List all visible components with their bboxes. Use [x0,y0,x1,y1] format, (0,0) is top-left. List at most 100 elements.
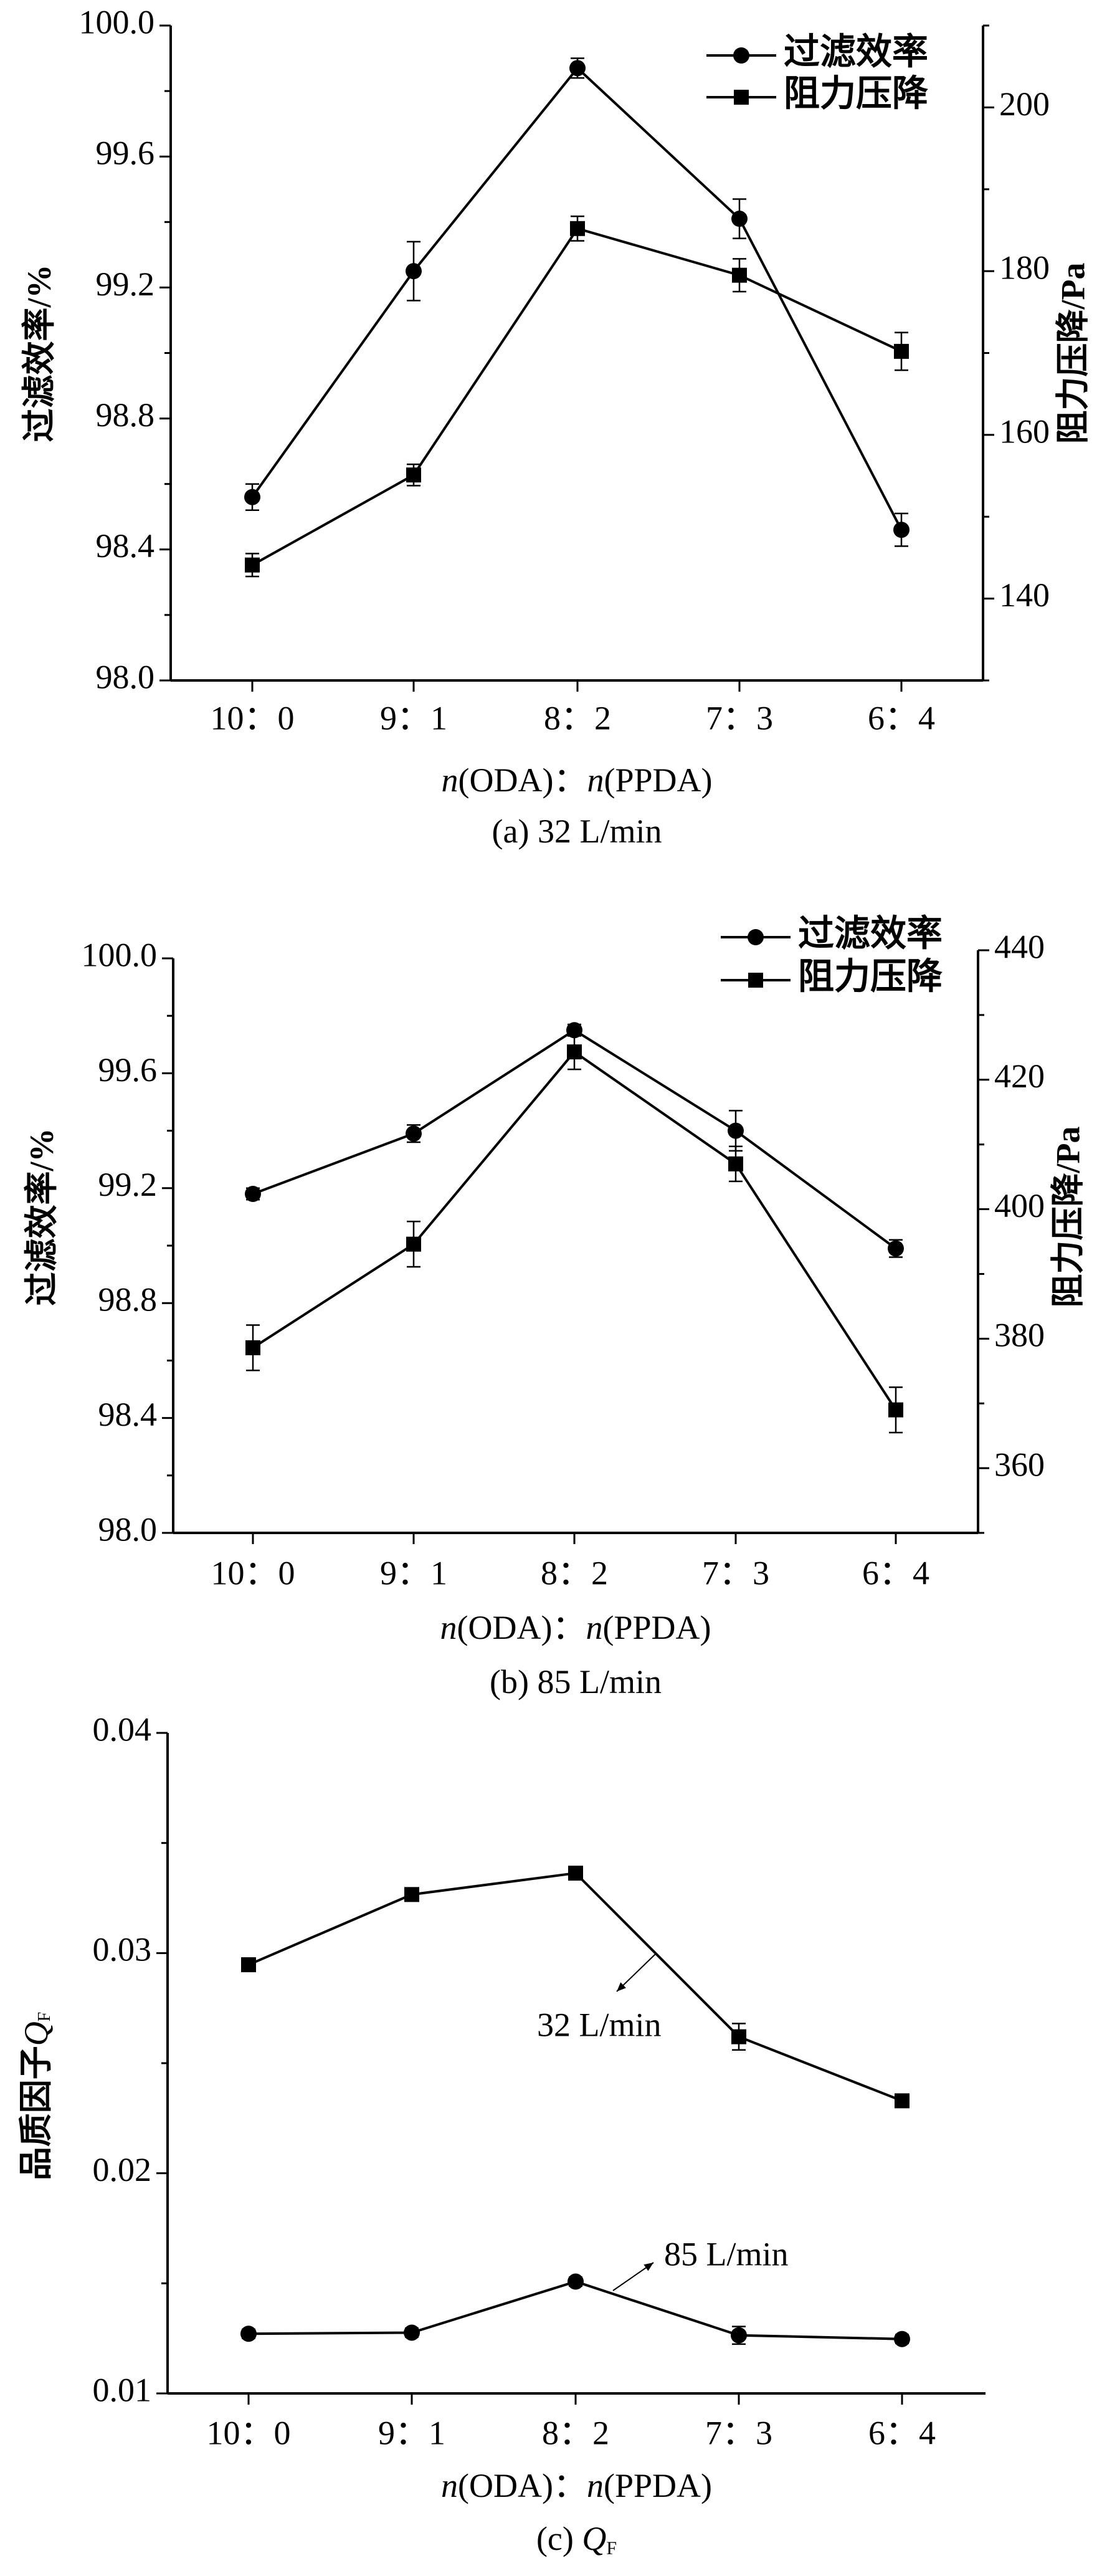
data-point [569,60,586,77]
series-0 [241,1866,910,2109]
y-tick-label: 98.4 [98,1396,158,1433]
series-line [248,2280,903,2340]
xlabel-part: n [440,1609,457,1646]
y-right-tick-label: 160 [999,413,1050,450]
legend-label: 阻力压降 [798,956,943,996]
data-point [245,557,260,573]
x-tick-label: 6：4 [868,699,935,737]
data-point [731,2327,747,2344]
y-right-tick-label: 420 [994,1057,1045,1095]
series-1 [245,1033,903,1434]
caption-text: (c) [536,2520,582,2557]
legend-marker [748,973,763,988]
data-point [404,1887,419,1902]
y-axis-label: 品质因子QF [17,2012,55,2181]
x-tick-label: 6：4 [862,1554,929,1591]
xlabel-part: (ODA)： [458,761,587,799]
y-axis-right-label: 阻力压降/Pa [1054,263,1091,444]
y-axis-label-text: 过滤效率/% [23,1128,60,1305]
caption-subscript: F [606,2538,617,2559]
xlabel-part: (PPDA) [604,761,712,799]
data-point [894,2330,910,2347]
arrowhead-icon [644,2263,653,2271]
y-tick-label: 0.04 [93,1710,152,1748]
x-tick-label: 7：3 [705,2414,772,2451]
x-tick-label: 6：4 [868,2414,936,2451]
xlabel-part: (PPDA) [602,1609,711,1646]
x-axis-label: n(ODA)：n(PPDA) [440,1609,711,1646]
caption: (a) 32 L/min [492,813,662,850]
chart-b: 98.0 98.4 98.8 99.2 99.6 100.0 360 380 400 420 440… [23,913,1086,1701]
y-tick-label: 98.4 [96,527,155,565]
series-line [252,227,902,566]
y-tick-label: 99.6 [96,135,155,172]
xlabel-part: n [587,761,604,799]
x-axis-label: n(ODA)：n(PPDA) [441,2467,712,2504]
x-tick-label: 10：0 [207,2414,291,2451]
data-point [245,1340,260,1355]
y-axis-right-label: 阻力压降/Pa [1049,1127,1086,1308]
y-right-tick-label: 140 [999,576,1050,614]
y-axis-label-text: 品质因子 [17,2046,55,2180]
y-axis-label-subscript: F [35,2012,54,2022]
data-point [731,2029,746,2044]
data-point [888,1402,903,1418]
x-tick-label: 8：2 [541,1554,608,1591]
y-right-tick-label: 180 [999,249,1050,287]
x-tick-label: 8：2 [542,2414,609,2451]
xlabel-part: n [587,2467,604,2504]
data-point [732,267,747,283]
x-tick-label: 10：0 [211,699,295,737]
y-tick-label: 98.0 [98,1510,158,1548]
data-point [728,1122,744,1139]
y-tick-label: 98.0 [96,658,155,695]
data-point [895,2093,910,2109]
data-point [568,1866,583,1881]
xlabel-part: (PPDA) [604,2467,712,2504]
series-0 [244,57,910,547]
data-point [406,263,422,280]
y-right-tick-label: 400 [994,1187,1045,1224]
xlabel-part: (ODA)： [458,2467,587,2504]
data-point [404,2324,420,2341]
data-point [570,221,585,236]
data-point [728,1156,743,1171]
annotation-label: 32 L/min [537,2006,662,2043]
data-point [894,343,909,359]
y-tick-label: 98.8 [98,1281,158,1319]
chart-a: 98.0 98.4 98.8 99.2 99.6 100.0 140 160 180 200 10：… [21,3,1091,850]
series-1 [245,215,909,578]
y-tick-label: 100.0 [82,936,158,973]
y-right-tick-label: 380 [994,1317,1045,1354]
x-tick-label: 10：0 [211,1554,295,1591]
chart-c: 0.01 0.02 0.03 0.04 10：0 9：1 8：2 7：3 6：4 n(ODA)：n… [17,1710,986,2559]
y-right-tick-label: 360 [994,1446,1045,1484]
series-1 [240,2273,910,2347]
y-right-tick-label: 200 [999,85,1050,123]
data-point [240,2326,257,2342]
data-point [893,522,910,538]
x-tick-label: 9：1 [380,699,447,737]
y-axis-label: 过滤效率/% [21,264,58,442]
annotation-label: 85 L/min [664,2235,789,2273]
caption: (b) 85 L/min [490,1663,662,1701]
xlabel-part: (ODA)： [457,1609,586,1646]
series-0 [245,1022,904,1258]
data-point [406,1125,422,1142]
series-line [252,1050,897,1411]
x-tick-label: 9：1 [378,2414,445,2451]
legend-label: 阻力压降 [784,73,928,113]
legend-marker [733,47,749,64]
legend-marker [734,90,749,105]
xlabel-part: n [441,2467,458,2504]
y-axis-label-text: 过滤效率/% [21,264,58,442]
x-tick-label: 8：2 [544,699,611,737]
y-tick-label: 99.2 [96,265,155,303]
y-tick-label: 0.01 [93,2371,152,2408]
data-point [567,1044,582,1060]
data-point [406,1236,421,1252]
legend-label: 过滤效率 [798,913,943,953]
data-point [241,1957,256,1973]
legend-marker [748,929,764,945]
